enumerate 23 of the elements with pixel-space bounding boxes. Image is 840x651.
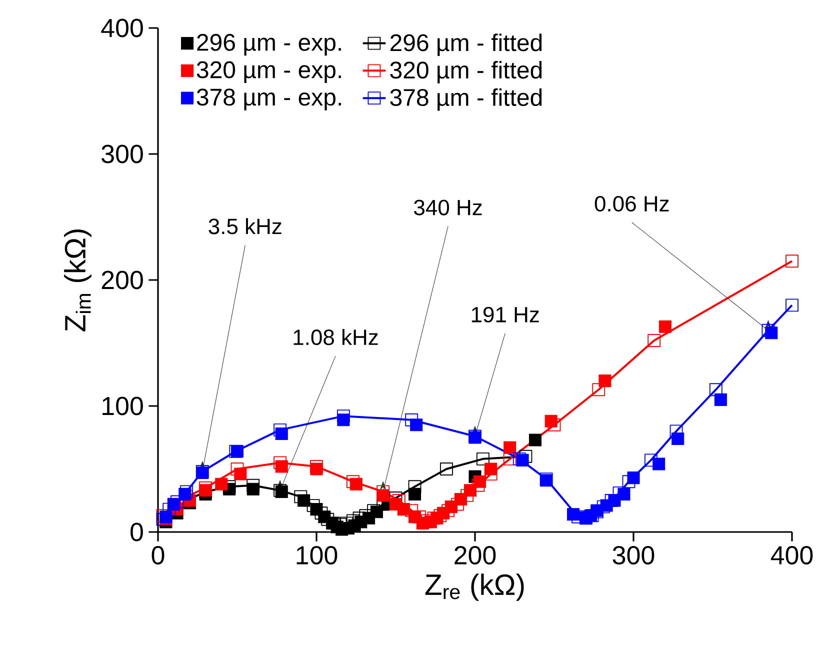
annotation: 191 Hz <box>472 306 539 322</box>
y-tick-label: 300 <box>102 144 143 164</box>
legend-label: 378 µm - exp. <box>196 88 341 110</box>
annotation: 340 Hz <box>414 200 482 216</box>
legend-label: 320 µm - fitted <box>390 60 542 84</box>
annotation: 1.08 kHz <box>294 328 378 346</box>
x-tick-label: 100 <box>296 546 338 564</box>
y-tick-label: 200 <box>102 270 143 290</box>
x-tick-label: 200 <box>454 546 496 564</box>
x-axis-title: Z$_{re}$ (kΩ) <box>425 574 524 601</box>
legend-label: 296 µm - fitted <box>390 34 542 56</box>
x-tick-label: 400 <box>770 546 813 564</box>
x-tick-label: 0 <box>152 546 164 564</box>
annotation: 0.06 Hz <box>594 196 669 212</box>
legend-label: 378 µm - fitted <box>390 88 542 111</box>
legend-label: 296 µm - exp. <box>197 34 341 56</box>
legend-label: 320 µm - exp. <box>196 61 341 84</box>
x-tick-label: 300 <box>612 546 654 564</box>
annotation: 3.5 kHz <box>208 218 282 234</box>
y-tick-label: 400 <box>101 18 143 38</box>
y-axis-title: Z$_{im}$ (kΩ) <box>64 230 92 332</box>
y-tick-label: 0 <box>130 522 143 542</box>
y-tick-label: 100 <box>102 396 143 416</box>
